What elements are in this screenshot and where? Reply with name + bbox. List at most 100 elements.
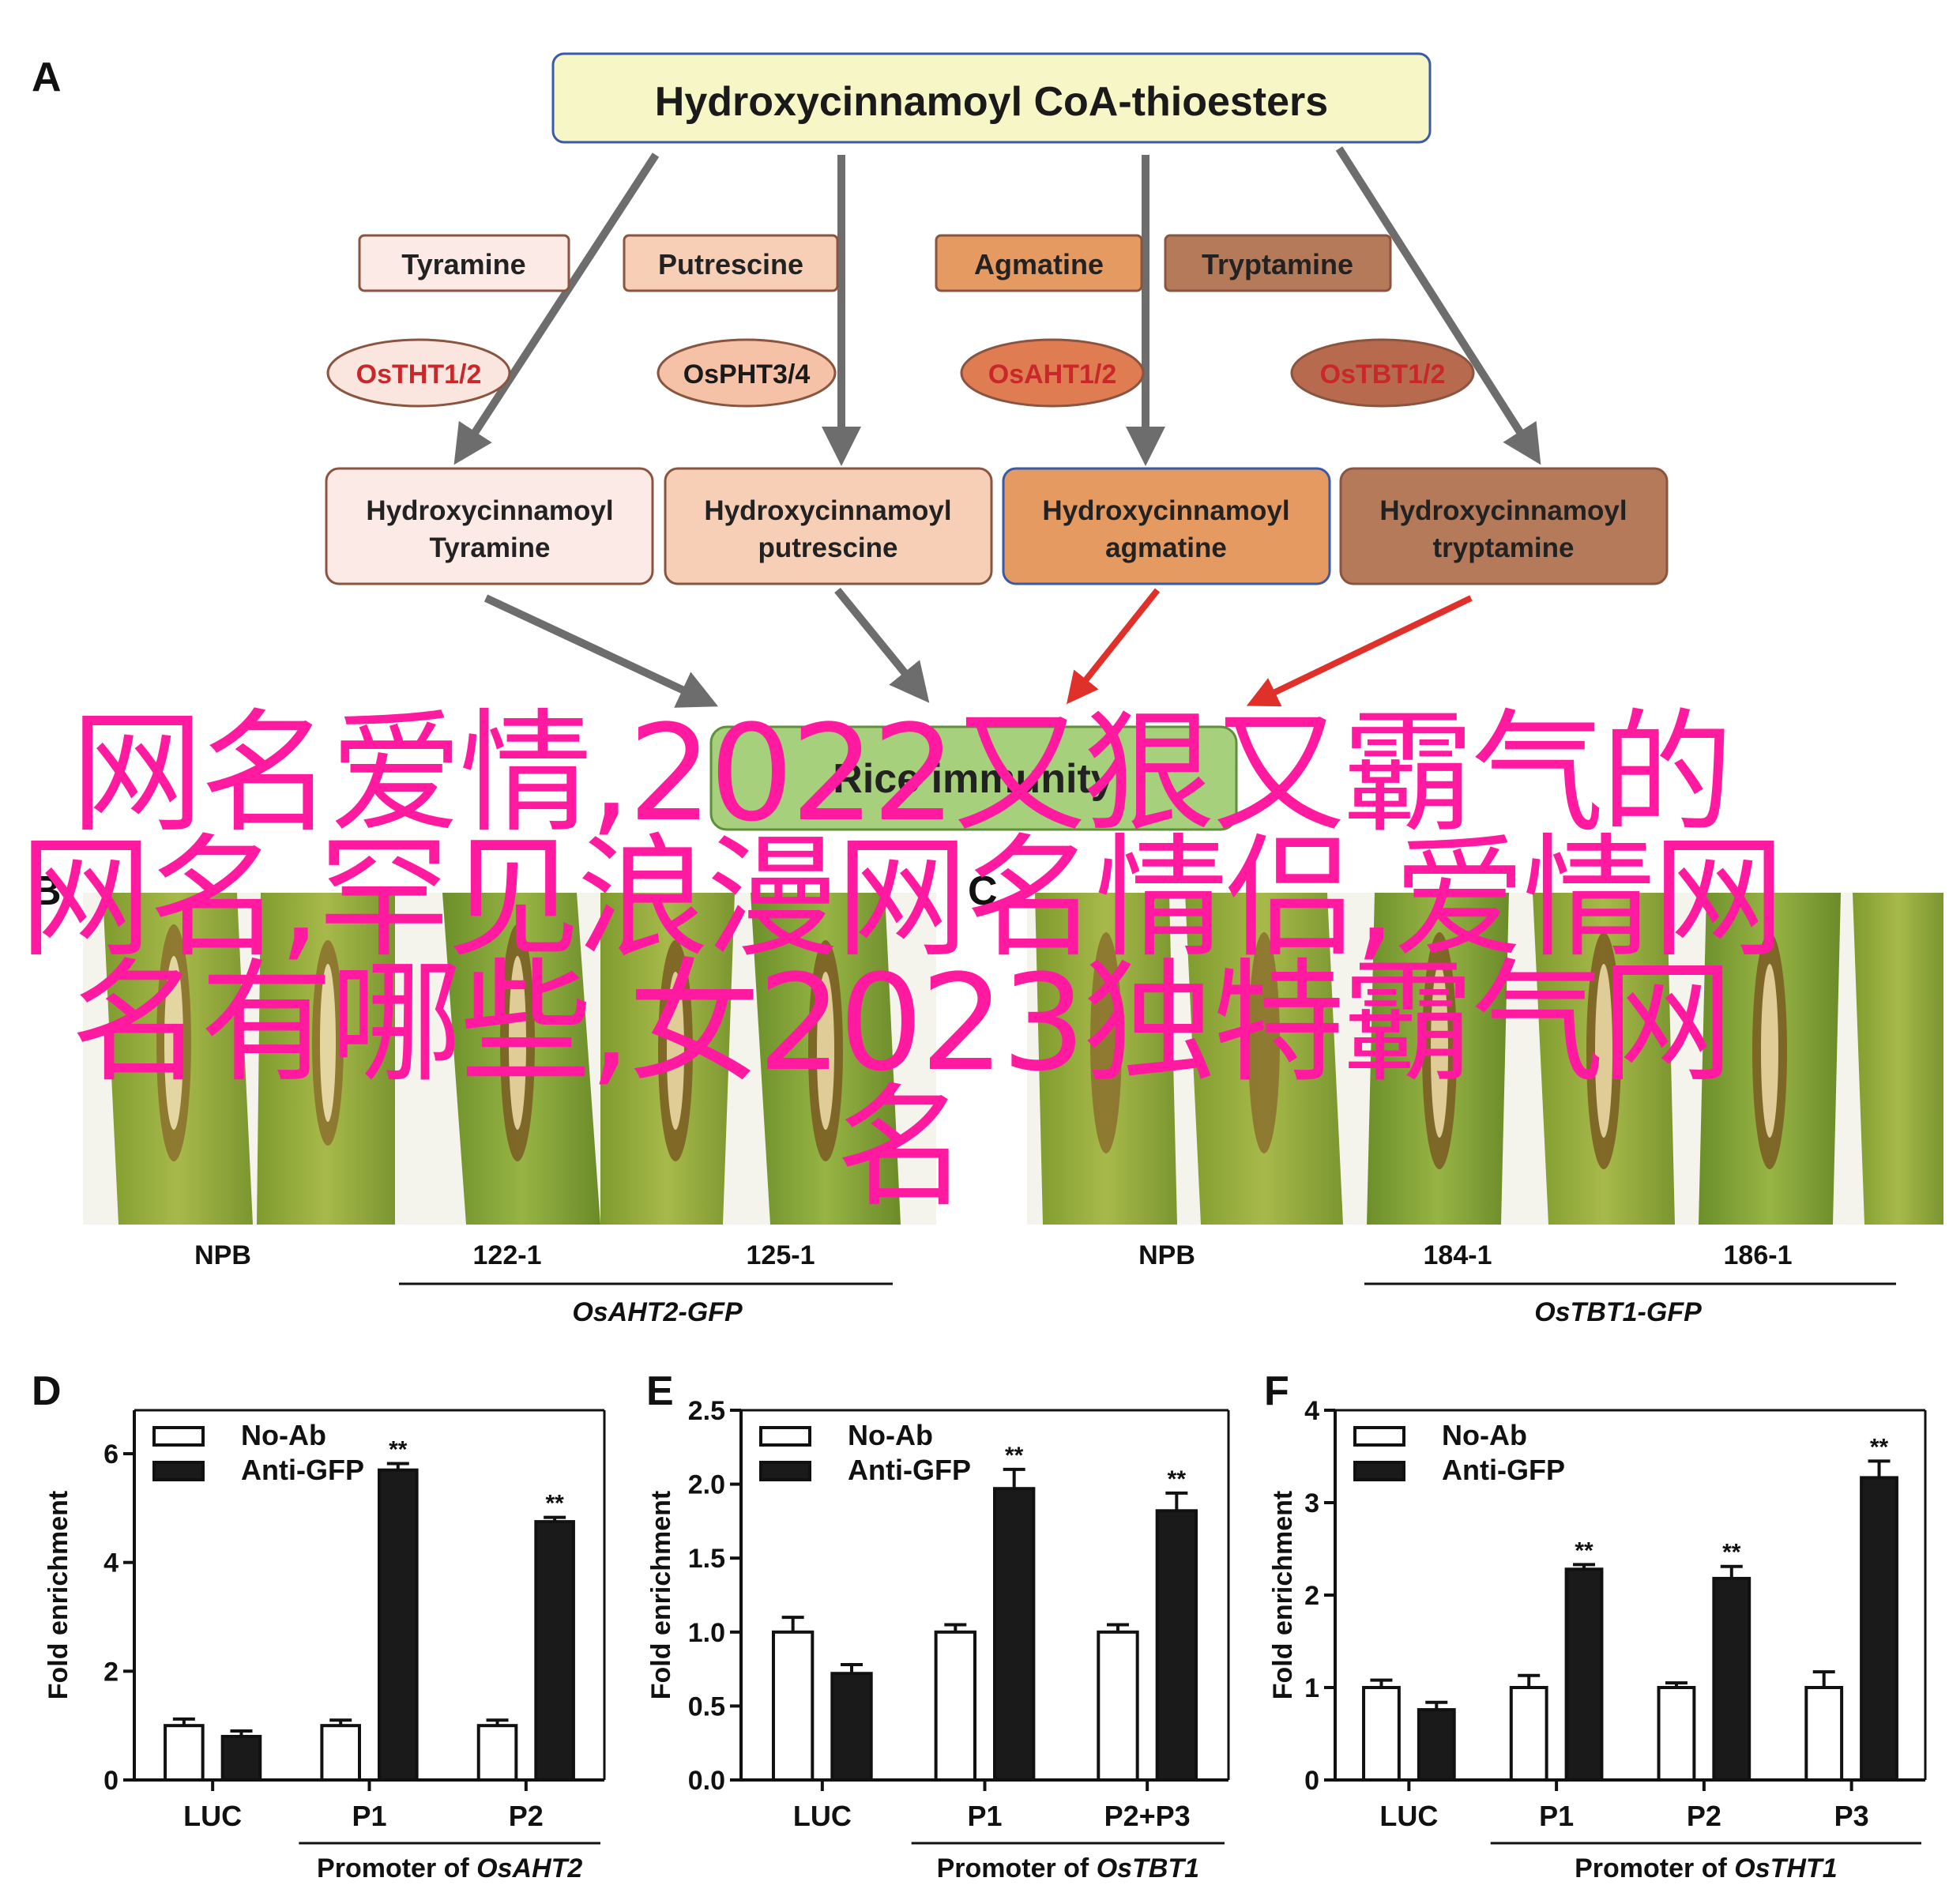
svg-text:OsAHT1/2: OsAHT1/2	[988, 359, 1117, 389]
bar-no-ab	[164, 1724, 205, 1782]
product-hc-tryptamine: Hydroxycinnamoyl tryptamine	[1339, 467, 1669, 585]
arrow-tyramine-to-immunity	[483, 594, 719, 708]
y-tick-label: 0	[103, 1766, 119, 1796]
bar-no-ab	[1804, 1686, 1844, 1782]
legend-swatch-anti-gfp	[1353, 1461, 1405, 1481]
panel-a: A Hydroxycinnamoyl CoA-thioesters Tyrami…	[32, 52, 1669, 831]
promoter-prefix: Promoter of	[937, 1853, 1097, 1883]
bar-no-ab	[1657, 1686, 1696, 1782]
promoter-label: Promoter of OsAHT2	[317, 1853, 582, 1883]
significance-mark: **	[1722, 1540, 1741, 1566]
enzyme-osPHT: OsPHT3/4	[657, 338, 837, 408]
y-tick-label: 2	[103, 1657, 119, 1687]
bar-anti-gfp	[220, 1734, 262, 1782]
bar-anti-gfp	[830, 1672, 873, 1782]
legend-label-no-ab: No-Ab	[848, 1419, 933, 1451]
svg-text:OsTBT1/2: OsTBT1/2	[1320, 359, 1446, 389]
enzyme-osTBT: OsTBT1/2	[1290, 338, 1475, 408]
y-tick-label: 6	[103, 1439, 119, 1469]
y-tick-label: 1	[1304, 1673, 1319, 1703]
rice-immunity-box: Rice immunity	[709, 725, 1238, 831]
significance-mark: **	[1005, 1443, 1024, 1469]
promoter-label: Promoter of OsTBT1	[937, 1853, 1199, 1883]
lane-label: 184-1	[1424, 1240, 1492, 1270]
x-tick-label: P1	[967, 1800, 1002, 1832]
y-tick-label: 0.5	[688, 1691, 725, 1722]
amine-putrescine: Putrescine	[623, 234, 839, 292]
panel-b: B NPB 122-1 125-1 OsAHT2-GFP	[32, 868, 936, 1327]
svg-text:OsTHT1/2: OsTHT1/2	[356, 359, 482, 389]
x-tick-label: LUC	[793, 1800, 852, 1832]
promoter-label: Promoter of OsTHT1	[1575, 1853, 1837, 1883]
product-hc-putrescine: Hydroxycinnamoyl putrescine	[664, 467, 993, 585]
y-axis-label: Fold enrichment	[43, 1491, 73, 1699]
product-hc-agmatine: Hydroxycinnamoyl agmatine	[1002, 467, 1331, 585]
significance-mark: **	[1870, 1434, 1889, 1460]
y-tick-label: 2.0	[688, 1470, 725, 1500]
svg-text:Tyramine: Tyramine	[429, 532, 550, 563]
y-tick-label: 1.5	[688, 1544, 725, 1574]
y-tick-label: 0.0	[688, 1766, 725, 1796]
panel-letter: D	[32, 1368, 62, 1414]
svg-text:tryptamine: tryptamine	[1433, 532, 1575, 563]
amine-agmatine: Agmatine	[935, 234, 1143, 292]
svg-text:agmatine: agmatine	[1105, 532, 1227, 563]
legend-swatch-no-ab	[759, 1426, 811, 1447]
lane-label: 122-1	[473, 1240, 542, 1270]
arrow-to-tryptamine-product	[1335, 146, 1541, 465]
legend-swatch-no-ab	[1353, 1426, 1405, 1447]
promoter-gene: OsTBT1	[1097, 1853, 1199, 1883]
legend-swatch-anti-gfp	[759, 1461, 811, 1481]
arrow-to-tyramine-product	[453, 152, 660, 465]
legend-swatch-anti-gfp	[152, 1461, 205, 1481]
bar-no-ab	[476, 1724, 518, 1782]
legend-label-no-ab: No-Ab	[1442, 1419, 1527, 1451]
y-axis-label: Fold enrichment	[1268, 1491, 1298, 1699]
bar-no-ab	[771, 1630, 815, 1782]
svg-text:Tyramine: Tyramine	[401, 248, 525, 280]
bar-anti-gfp	[993, 1487, 1036, 1782]
enzyme-osTHT: OsTHT1/2	[326, 338, 511, 408]
lane-label: NPB	[1138, 1240, 1195, 1270]
leaf-photo-b	[83, 893, 936, 1225]
svg-text:Hydroxycinnamoyl: Hydroxycinnamoyl	[1379, 495, 1627, 526]
promoter-prefix: Promoter of	[1575, 1853, 1734, 1883]
bar-no-ab	[1509, 1686, 1548, 1782]
y-tick-label: 0	[1304, 1766, 1319, 1796]
lane-label: 125-1	[747, 1240, 815, 1270]
group-label: OsTBT1-GFP	[1534, 1297, 1702, 1327]
panel-letter: E	[646, 1368, 674, 1414]
legend-label-anti-gfp: Anti-GFP	[241, 1454, 364, 1486]
y-tick-label: 3	[1304, 1488, 1319, 1518]
product-hc-tyramine: Hydroxycinnamoyl Tyramine	[325, 467, 654, 585]
bar-anti-gfp	[1155, 1509, 1198, 1782]
lane-label: NPB	[194, 1240, 251, 1270]
svg-text:Rice immunity: Rice immunity	[833, 756, 1113, 802]
svg-text:Putrescine: Putrescine	[658, 248, 803, 280]
panel-c: C NPB 184-1 186-1 OsTBT1-GFP	[968, 868, 1943, 1327]
legend-label-anti-gfp: Anti-GFP	[1442, 1454, 1565, 1486]
x-tick-label: P3	[1834, 1800, 1869, 1832]
bar-anti-gfp	[1417, 1708, 1456, 1782]
bar-anti-gfp	[534, 1520, 575, 1782]
x-tick-label: P1	[1539, 1800, 1574, 1832]
significance-mark: **	[1575, 1537, 1593, 1563]
legend-label-anti-gfp: Anti-GFP	[848, 1454, 971, 1486]
svg-text:Hydroxycinnamoyl: Hydroxycinnamoyl	[704, 495, 951, 526]
bar-anti-gfp	[1712, 1576, 1751, 1782]
y-tick-label: 2.5	[688, 1396, 725, 1426]
svg-text:Hydroxycinnamoyl: Hydroxycinnamoyl	[366, 495, 613, 526]
arrow-agmatine-to-immunity	[1067, 588, 1161, 705]
top-substrate-box	[551, 52, 1432, 144]
significance-mark: **	[1168, 1466, 1187, 1492]
amine-tryptamine: Tryptamine	[1164, 234, 1392, 292]
arrow-tryptamine-to-immunity	[1246, 595, 1473, 707]
bar-no-ab	[934, 1630, 977, 1782]
significance-mark: **	[545, 1491, 564, 1517]
bar-no-ab	[1362, 1686, 1401, 1782]
x-tick-label: P2+P3	[1104, 1800, 1191, 1832]
promoter-gene: OsAHT2	[476, 1853, 582, 1883]
